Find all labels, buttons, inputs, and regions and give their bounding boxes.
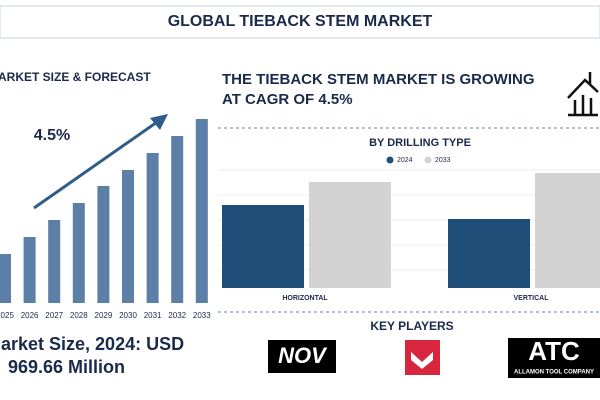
headline: AT CAGR OF 4.5%: [222, 91, 353, 108]
page-title: GLOBAL TIEBACK STEM MARKET: [168, 13, 433, 30]
bar: [309, 182, 391, 288]
logo-text: ALLAMON TOOL COMPANY: [514, 370, 594, 376]
legend-swatch: [424, 156, 432, 164]
bar: [0, 254, 11, 303]
bar: [535, 173, 600, 288]
x-tick-label: 2026: [21, 311, 39, 320]
bar: [122, 170, 134, 303]
bar: [195, 119, 208, 303]
bar: [23, 237, 36, 303]
trend-arrow: [33, 118, 161, 210]
x-tick-label: 2028: [70, 311, 88, 320]
house-icon: [567, 72, 599, 117]
legend-label: 2033: [435, 157, 451, 164]
arrow-head: [150, 114, 168, 130]
bar: [146, 153, 159, 303]
bar: [48, 220, 61, 303]
logo-mark: [411, 352, 433, 369]
bar: [448, 219, 530, 288]
chart-title: MARKET SIZE & FORECAST: [0, 70, 151, 84]
chart-title: BY DRILLING TYPE: [369, 137, 471, 149]
x-tick-label: 2030: [119, 311, 137, 320]
key-players-title: KEY PLAYERS: [370, 319, 453, 333]
x-tick-label: 2029: [95, 311, 113, 320]
x-tick-label: HORIZONTAL: [282, 295, 328, 302]
x-tick-label: 2032: [168, 311, 186, 320]
x-tick-label: 2033: [193, 311, 211, 320]
title-bar: [0, 5, 600, 39]
bar: [222, 205, 304, 288]
market-size-label: Market Size, 2024: USD: [0, 334, 184, 354]
bar: [72, 203, 85, 303]
bar: [171, 136, 184, 303]
legend-swatch: [386, 156, 394, 164]
bar: [97, 186, 110, 303]
logo: [405, 340, 440, 375]
headline: THE TIEBACK STEM MARKET IS GROWING: [222, 71, 535, 88]
x-tick-label: 2031: [144, 311, 162, 320]
annotation: 4.5%: [34, 127, 70, 144]
logo: [268, 340, 336, 373]
x-tick-label: 2025: [0, 311, 14, 320]
x-tick-label: 2027: [45, 311, 63, 320]
market-size-value: 969.66 Million: [8, 357, 125, 377]
logo-text: ATC: [528, 336, 580, 366]
legend-label: 2024: [397, 157, 413, 164]
logo-text: NOV: [278, 343, 328, 368]
x-tick-label: VERTICAL: [514, 295, 550, 302]
logo: [508, 338, 600, 378]
